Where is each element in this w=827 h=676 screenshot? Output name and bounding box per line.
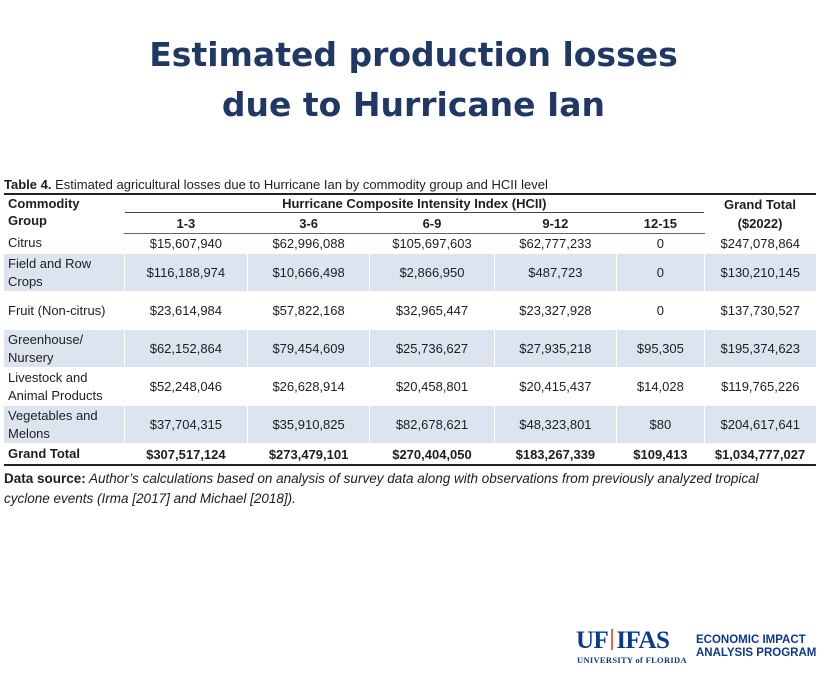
value-cell: $79,454,609 bbox=[246, 329, 370, 368]
value-cell: 0 bbox=[616, 233, 704, 254]
hcii-level-header: 6-9 bbox=[369, 212, 495, 234]
commodity-group-header: Commodity Group bbox=[8, 196, 80, 228]
value-cell: $23,327,928 bbox=[493, 291, 617, 330]
value-cell: $35,910,825 bbox=[246, 405, 370, 444]
table-caption-label: Table 4. bbox=[4, 177, 52, 192]
commodity-cell: Vegetables and Melons bbox=[4, 405, 125, 444]
commodity-cell: Fruit (Non-citrus) bbox=[4, 291, 125, 330]
value-cell: $23,614,984 bbox=[124, 291, 248, 330]
value-cell: $2,866,950 bbox=[369, 253, 495, 292]
value-cell: $82,678,621 bbox=[369, 405, 495, 444]
grand-total-cell: $183,267,339 bbox=[494, 443, 617, 466]
page-title: Estimated production losses due to Hurri… bbox=[0, 30, 827, 130]
row-total-cell: $119,765,226 bbox=[703, 367, 816, 406]
row-total-cell: $204,617,641 bbox=[703, 405, 816, 444]
value-cell: $14,028 bbox=[616, 367, 704, 406]
commodity-cell: Livestock and Animal Products bbox=[4, 367, 125, 406]
commodity-cell: Field and Row Crops bbox=[4, 253, 125, 292]
grand-total-cell: $270,404,050 bbox=[369, 443, 495, 466]
value-cell: $95,305 bbox=[616, 329, 704, 368]
data-source-label: Data source: bbox=[4, 471, 86, 486]
value-cell: $25,736,627 bbox=[369, 329, 495, 368]
commodity-cell: Citrus bbox=[4, 233, 125, 254]
hcii-level-header: 1-3 bbox=[124, 212, 248, 234]
row-total-cell: $137,730,527 bbox=[703, 291, 816, 330]
table-caption-text: Estimated agricultural losses due to Hur… bbox=[51, 177, 548, 192]
value-cell: $27,935,218 bbox=[493, 329, 617, 368]
grand-total-header: Grand Total ($2022) bbox=[724, 197, 796, 231]
grand-total-label: Grand Total bbox=[4, 443, 125, 466]
value-cell: $48,323,801 bbox=[493, 405, 617, 444]
program-name-line-2: ANALYSIS PROGRAM bbox=[696, 647, 817, 659]
hcii-level-header: 12-15 bbox=[616, 212, 704, 234]
university-of-florida-text: UNIVERSITY of FLORIDA bbox=[577, 655, 687, 665]
value-cell: $105,697,603 bbox=[369, 233, 495, 254]
table-row: Vegetables and Melons $37,704,315 $35,91… bbox=[4, 405, 816, 444]
value-cell: $62,996,088 bbox=[246, 233, 370, 254]
value-cell: $32,965,447 bbox=[369, 291, 495, 330]
table-caption: Table 4. Estimated agricultural losses d… bbox=[4, 177, 548, 192]
value-cell: $10,666,498 bbox=[246, 253, 370, 292]
hcii-header: Hurricane Composite Intensity Index (HCI… bbox=[124, 194, 704, 213]
losses-table: Commodity Group Hurricane Composite Inte… bbox=[4, 193, 816, 466]
value-cell: $26,628,914 bbox=[246, 367, 370, 406]
value-cell: $80 bbox=[616, 405, 704, 444]
table-row: Field and Row Crops $116,188,974 $10,666… bbox=[4, 253, 816, 292]
hcii-level-header: 3-6 bbox=[247, 212, 370, 234]
grand-total-sum-cell: $1,034,777,027 bbox=[704, 443, 816, 466]
table-row: Livestock and Animal Products $52,248,04… bbox=[4, 367, 816, 406]
hcii-level-header: 9-12 bbox=[494, 212, 617, 234]
value-cell: $116,188,974 bbox=[124, 253, 248, 292]
commodity-cell: Greenhouse/ Nursery bbox=[4, 329, 125, 368]
program-name: ECONOMIC IMPACT ANALYSIS PROGRAM bbox=[696, 634, 816, 660]
page-title-line-2: due to Hurricane Ian bbox=[221, 85, 606, 124]
table-row: Fruit (Non-citrus) $23,614,984 $57,822,1… bbox=[4, 291, 816, 330]
row-total-cell: $130,210,145 bbox=[703, 253, 816, 292]
page-title-line-1: Estimated production losses bbox=[149, 35, 678, 74]
ifas-logo-text: IFAS bbox=[616, 627, 670, 654]
data-source-text: Author’s calculations based on analysis … bbox=[4, 471, 759, 506]
grand-total-cell: $307,517,124 bbox=[124, 443, 248, 466]
value-cell: 0 bbox=[616, 253, 704, 292]
program-name-line-1: ECONOMIC IMPACT bbox=[696, 634, 806, 646]
row-total-cell: $247,078,864 bbox=[703, 233, 816, 254]
data-source-note: Data source: Author’s calculations based… bbox=[4, 469, 804, 509]
value-cell: $20,458,801 bbox=[369, 367, 495, 406]
value-cell: $57,822,168 bbox=[246, 291, 370, 330]
uf-ifas-logo: UF IFAS bbox=[576, 627, 670, 654]
value-cell: $37,704,315 bbox=[124, 405, 248, 444]
value-cell: $52,248,046 bbox=[124, 367, 248, 406]
row-total-cell: $195,374,623 bbox=[703, 329, 816, 368]
value-cell: $62,777,233 bbox=[493, 233, 617, 254]
grand-total-row: Grand Total $307,517,124 $273,479,101 $2… bbox=[4, 443, 816, 466]
value-cell: $15,607,940 bbox=[124, 233, 248, 254]
uf-logo-text: UF bbox=[576, 627, 609, 654]
logo-divider bbox=[611, 629, 614, 650]
value-cell: $487,723 bbox=[493, 253, 617, 292]
value-cell: 0 bbox=[616, 291, 704, 330]
grand-total-cell: $273,479,101 bbox=[247, 443, 370, 466]
grand-total-cell: $109,413 bbox=[616, 443, 704, 466]
value-cell: $20,415,437 bbox=[493, 367, 617, 406]
value-cell: $62,152,864 bbox=[124, 329, 248, 368]
table-row: Citrus $15,607,940 $62,996,088 $105,697,… bbox=[4, 233, 816, 254]
table-row: Greenhouse/ Nursery $62,152,864 $79,454,… bbox=[4, 329, 816, 368]
